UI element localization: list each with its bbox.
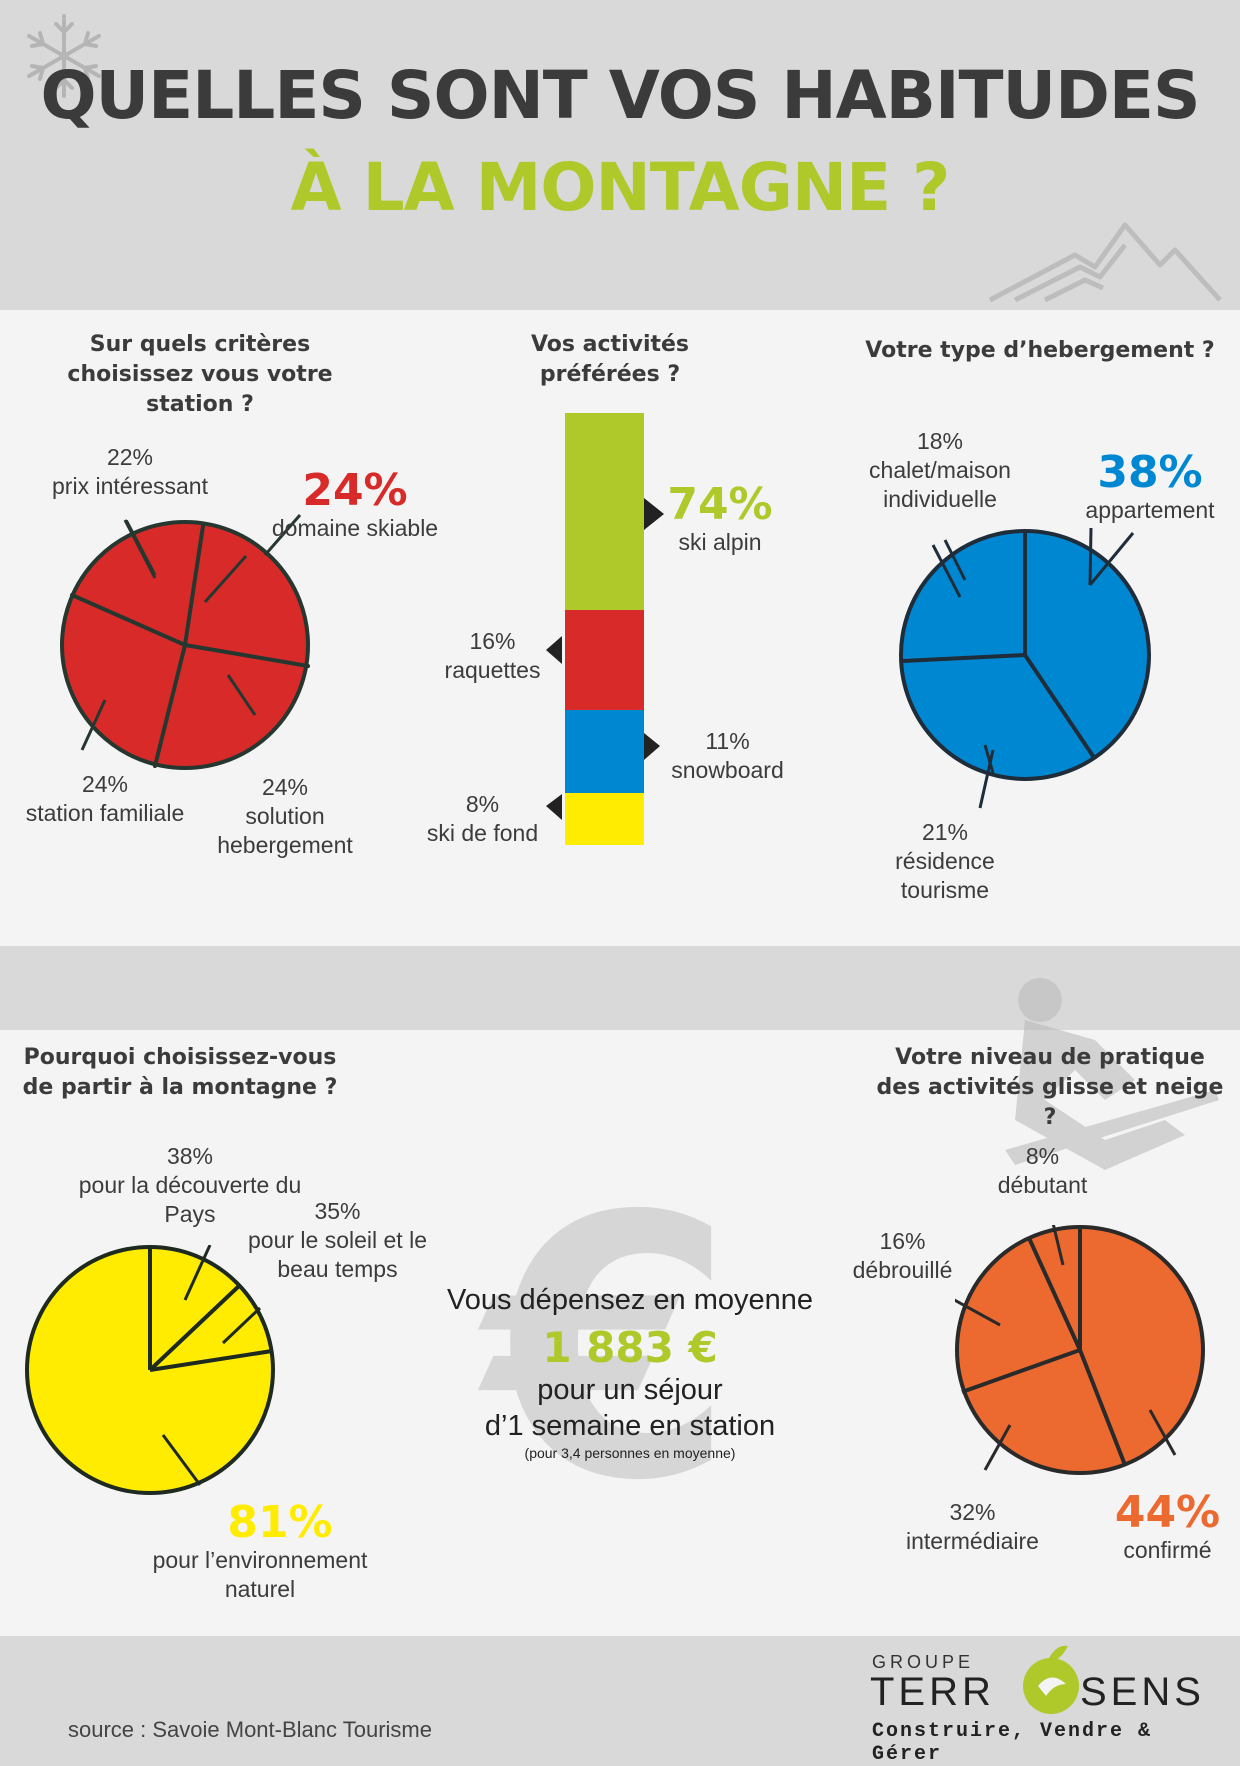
lodging-slice-edge — [902, 653, 1026, 663]
bar-segment-ski-de-fond — [565, 793, 644, 845]
mountain-icon — [988, 222, 1222, 303]
criteria-slice-edge — [153, 643, 187, 768]
criteria-slice-edge — [70, 593, 187, 647]
lodging-label-appartement: 38% appartement — [1085, 447, 1215, 524]
level-pointer — [955, 1298, 1001, 1327]
euro-icon: € — [484, 1140, 736, 1559]
lodging-title: Votre type d’hebergement ? — [865, 338, 1215, 363]
lodging-pointer — [943, 539, 967, 581]
spending-amount: 1 883 € — [542, 1323, 718, 1372]
marker-raquettes — [546, 636, 562, 664]
criteria-pointer-top — [123, 514, 302, 579]
criteria-pie — [60, 520, 310, 770]
level-label-intermediaire: 32% intermédiaire — [906, 1499, 1039, 1554]
reasons-title: Pourquoi choisissez-vous de partir à la … — [22, 1045, 338, 1100]
level-label-confirme: 44% confirmé — [1114, 1487, 1221, 1564]
level-label-debrouille: 16% débrouillé — [852, 1228, 953, 1283]
lodging-pie — [899, 527, 1151, 781]
criteria-label-hebergement: 24% solution hebergement — [217, 774, 353, 858]
criteria-label-prix: 22% prix intéressant — [52, 444, 208, 499]
logo-tagline: Construire, Vendre & Gérer — [872, 1720, 1153, 1766]
marker-ski-de-fond — [546, 794, 562, 820]
activities-title: Vos activités préférées ? — [530, 332, 690, 387]
activity-label-snowboard: 11% snowboard — [671, 728, 784, 783]
page-title: QUELLES SONT VOS HABITUDES — [40, 57, 1200, 134]
header-band: QUELLES SONT VOS HABITUDES À LA MONTAGNE… — [0, 0, 1240, 310]
marker-ski-alpin — [644, 498, 664, 530]
snowflake-icon — [27, 14, 101, 98]
source-text: source : Savoie Mont-Blanc Tourisme — [68, 1717, 432, 1742]
criteria-pointer — [203, 555, 248, 603]
level-pie — [955, 1225, 1205, 1475]
logo-name-right: SENS — [1080, 1670, 1205, 1714]
criteria-slice-edge — [183, 643, 310, 668]
criteria-label-domaine: 24% domaine skiable — [271, 465, 439, 542]
activities-bar — [565, 413, 644, 845]
leaf-icon — [1023, 1645, 1079, 1714]
spending-note: (pour 3,4 personnes en moyenne) — [524, 1445, 736, 1461]
spending-line1: Vous dépensez en moyenne — [447, 1284, 813, 1316]
lodging-pointers-outer — [931, 532, 1135, 809]
level-label-debutant: 8% débutant — [997, 1143, 1088, 1198]
bar-segment-ski-alpin — [565, 413, 644, 610]
logo-groupe: GROUPE — [872, 1652, 975, 1672]
reasons-label-decouverte: 38% pour la découverte du Pays — [78, 1143, 302, 1227]
criteria-title: Sur quels critères choisissez vous votre… — [67, 332, 333, 417]
criteria-pointer — [226, 674, 257, 716]
level-slice-edge — [1078, 1349, 1127, 1466]
reasons-label-soleil: 35% pour le soleil et le beau temps — [248, 1198, 427, 1282]
skier-icon — [1005, 978, 1219, 1170]
bar-segment-snowboard — [565, 710, 644, 793]
spending-line3: d’1 semaine en station — [484, 1410, 776, 1442]
reasons-pointer — [221, 1306, 262, 1345]
company-logo: GROUPE TERR SENS Construire, Vendre & Gé… — [870, 1640, 1230, 1766]
reasons-label-environnement: 81% pour l’environnement naturel — [152, 1497, 368, 1603]
activity-label-ski-de-fond: 8% ski de fond — [426, 791, 539, 846]
level-pointer — [1148, 1409, 1177, 1456]
activity-label-ski-alpin: 74% ski alpin — [667, 479, 773, 556]
reasons-pointer — [161, 1434, 202, 1486]
lodging-label-residence: 21% résidence tourisme — [895, 819, 995, 903]
lodging-pointer — [983, 744, 995, 774]
level-title: Votre niveau de pratique des activités g… — [876, 1045, 1224, 1130]
spending-line2: pour un séjour — [537, 1374, 723, 1406]
page-subtitle: À LA MONTAGNE ? — [290, 149, 951, 226]
level-slice-edge — [1027, 1237, 1082, 1351]
marker-snowboard — [644, 733, 660, 760]
logo-name-left: TERR — [870, 1670, 995, 1714]
spending-block: Vous dépensez en moyenne 1 883 € pour un… — [410, 1280, 850, 1462]
reasons-slice-edge — [148, 1283, 242, 1372]
reasons-pie — [25, 1245, 275, 1495]
activity-label-raquettes: 16% raquettes — [444, 628, 541, 683]
lodging-slice-edge — [1023, 653, 1097, 761]
criteria-label-familiale: 24% station familiale — [25, 771, 185, 826]
level-pointer — [983, 1424, 1012, 1471]
level-slice-edge — [961, 1348, 1081, 1394]
bar-segment-raquettes — [565, 610, 644, 710]
lodging-label-chalet: 18% chalet/maison individuelle — [869, 428, 1011, 512]
reasons-pointer — [183, 1245, 212, 1301]
reasons-slice-edge — [149, 1349, 273, 1372]
criteria-pointer — [80, 699, 107, 751]
lodging-pointer — [1088, 527, 1093, 586]
activities-markers — [546, 498, 664, 820]
level-pointer — [1051, 1225, 1065, 1266]
criteria-slice-edge — [183, 524, 205, 647]
